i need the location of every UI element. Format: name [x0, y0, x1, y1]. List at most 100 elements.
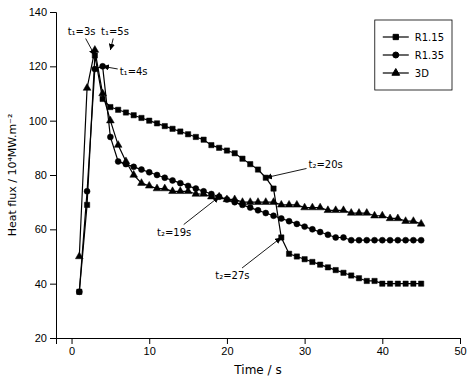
point [224, 148, 229, 153]
point [411, 281, 416, 286]
point [349, 273, 354, 278]
point [162, 123, 167, 128]
point [115, 158, 121, 164]
point [262, 198, 270, 205]
y-axis-tick-label: 20 [35, 332, 47, 344]
point [403, 237, 409, 243]
series-line [79, 55, 421, 291]
annotations: t₁=3st₁=5st₁=4st₂=20st₂=19st₂=27s [68, 26, 343, 282]
point [417, 219, 425, 226]
point [356, 276, 361, 281]
point [114, 141, 122, 148]
point [76, 289, 82, 295]
annotation: t₁=5s [101, 26, 129, 37]
point [138, 167, 144, 173]
x-axis-tick-label: 30 [299, 345, 311, 357]
y-axis-tick: 60 [35, 223, 56, 235]
point [185, 132, 190, 137]
x-axis-tick-mark [382, 338, 383, 344]
point [402, 217, 410, 224]
annotation: t₂=19s [157, 227, 191, 238]
point [107, 116, 115, 123]
y-axis-tick-label: 80 [35, 169, 47, 181]
annotation: t₂=20s [309, 159, 343, 170]
chart: 0102030405020406080100120140Time / sHeat… [0, 0, 474, 382]
point [294, 221, 300, 227]
series [76, 63, 424, 294]
x-axis-tick: 50 [454, 338, 466, 357]
x-axis-tick: 40 [377, 338, 389, 357]
y-axis-line [50, 13, 57, 339]
point [403, 281, 408, 286]
point [131, 164, 137, 170]
point [263, 210, 269, 216]
point [107, 134, 113, 140]
point [208, 192, 216, 199]
point [355, 209, 363, 216]
point [92, 66, 98, 72]
point [318, 262, 323, 267]
point [247, 205, 253, 211]
y-axis-tick: 100 [29, 115, 56, 127]
point [395, 281, 400, 286]
annotation-arrow [110, 39, 113, 51]
point [301, 203, 309, 210]
y-axis-tick: 80 [35, 169, 56, 181]
y-axis-title: Heat flux / 10⁴MW.m⁻² [6, 114, 19, 237]
point [77, 289, 82, 294]
point [333, 234, 339, 240]
point [309, 203, 317, 210]
x-axis-tick-mark [72, 338, 73, 344]
legend-items: R1.15R1.353D [383, 32, 444, 79]
legend-label: 3D [415, 68, 429, 79]
point [309, 226, 315, 232]
point [192, 190, 200, 197]
point [316, 203, 324, 210]
point [294, 254, 299, 259]
point [116, 107, 121, 112]
legend-label: R1.15 [415, 32, 444, 43]
point [239, 198, 247, 205]
point [108, 104, 113, 109]
x-axis-tick: 20 [221, 338, 233, 357]
point [356, 237, 362, 243]
x-axis-tick-label: 40 [377, 345, 389, 357]
point [231, 195, 239, 202]
point [317, 229, 323, 235]
point [387, 237, 393, 243]
point [379, 237, 385, 243]
point [248, 161, 253, 166]
legend-box [375, 20, 452, 90]
point [293, 200, 301, 207]
plot: 0102030405020406080100120140Time / sHeat… [6, 6, 467, 377]
point [170, 126, 175, 131]
legend: R1.15R1.353D [375, 20, 452, 90]
point [325, 232, 331, 238]
point [271, 213, 277, 219]
point [232, 151, 237, 156]
annotation-arrow [103, 66, 118, 69]
point [209, 142, 214, 147]
point [255, 207, 261, 213]
point [348, 237, 354, 243]
y-axis-tick-mark [50, 175, 56, 176]
x-axis-tick-mark [460, 338, 461, 344]
point [286, 218, 292, 224]
y-axis-tick: 120 [29, 60, 56, 72]
x-axis-tick-label: 20 [221, 345, 233, 357]
legend-item: R1.15 [383, 32, 444, 43]
point [302, 224, 308, 230]
legend-swatch-marker [393, 34, 398, 39]
point [223, 195, 231, 202]
y-axis-tick: 140 [29, 6, 56, 18]
point [333, 267, 338, 272]
marks [75, 46, 425, 295]
point [340, 234, 346, 240]
point [200, 190, 208, 197]
point [418, 237, 424, 243]
point [380, 281, 385, 286]
point [139, 115, 144, 120]
series [77, 53, 424, 295]
x-axis-tick: 10 [144, 338, 156, 357]
point [153, 184, 161, 191]
